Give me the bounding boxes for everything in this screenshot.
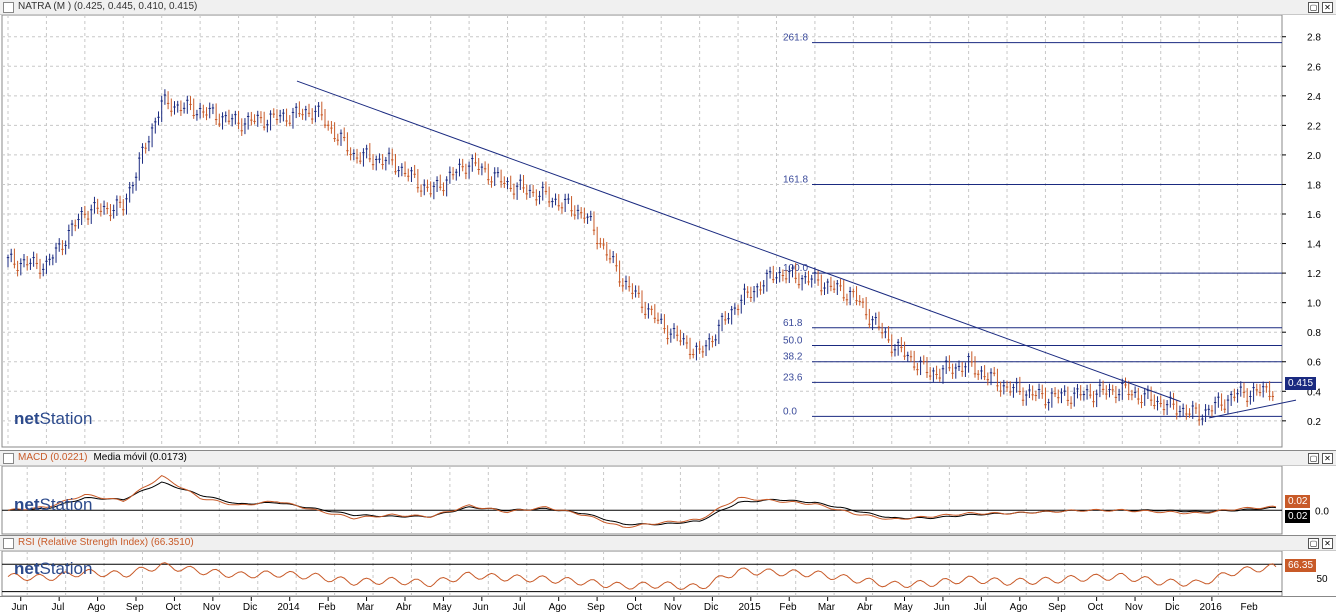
support-line — [1209, 399, 1297, 419]
y-tick-label: 2.6 — [1307, 62, 1321, 73]
rsi-pane-title: RSI (Relative Strength Index) (66.3510) — [18, 537, 194, 548]
restore-icon[interactable]: ▢ — [1308, 2, 1319, 13]
restore-icon[interactable]: ▢ — [1308, 453, 1319, 464]
logo-suffix: Station — [39, 409, 93, 428]
logo-prefix: net — [14, 409, 40, 428]
x-tick-label: Jun — [11, 602, 27, 613]
y-tick-label: 1.4 — [1307, 240, 1321, 251]
close-icon[interactable]: ✕ — [1322, 538, 1333, 549]
macd-pane-title: MACD (0.0221) Media móvil (0.0173) — [18, 452, 187, 463]
y-tick-label: 0.8 — [1307, 328, 1321, 339]
macd-value-badge: 0.02 — [1285, 495, 1311, 508]
fib-level-label: 161.8 — [783, 174, 808, 185]
fib-level-label: 261.8 — [783, 33, 808, 44]
time-axis-labels: Jun Jul Ago Sep Oct Nov Dic 2014 Feb Mar Abr May Jun… — [11, 597, 1258, 613]
x-tick-label: Nov — [664, 602, 682, 613]
y-tick-label: 0.6 — [1307, 358, 1321, 369]
price-pane-title: NATRA (M ) (0.425, 0.445, 0.410, 0.415) — [18, 1, 198, 12]
pane-icon[interactable] — [3, 2, 14, 13]
y-tick-label: 0.0 — [1315, 506, 1329, 517]
netstation-logo: netStation — [14, 409, 92, 429]
price-pane: NATRA (M ) (0.425, 0.445, 0.410, 0.415) … — [0, 0, 1336, 448]
fib-level-label: 50.0 — [783, 335, 803, 346]
x-tick-label: Mar — [818, 602, 836, 613]
x-tick-label: Nov — [203, 602, 221, 613]
price-pane-header: NATRA (M ) (0.425, 0.445, 0.410, 0.415) … — [0, 0, 1336, 15]
current-price-badge: 0.415 — [1285, 377, 1317, 390]
restore-icon[interactable]: ▢ — [1308, 538, 1319, 549]
x-tick-label: Oct — [627, 602, 643, 613]
x-tick-label: Feb — [779, 602, 797, 613]
x-tick-label: Abr — [857, 602, 873, 613]
x-tick-label: Ago — [549, 602, 567, 613]
y-tick-label: 2.4 — [1307, 92, 1321, 103]
x-tick-label: Jun — [473, 602, 489, 613]
x-tick-label: Sep — [1048, 602, 1066, 613]
netstation-logo: netStation — [14, 495, 92, 515]
macd-pane-header: MACD (0.0221) Media móvil (0.0173) ▢ ✕ — [0, 451, 1336, 466]
macd-title: MACD (0.0221) — [18, 452, 88, 463]
downtrend-line — [296, 80, 1181, 403]
rsi-value-badge: 66.35 — [1285, 559, 1317, 572]
x-tick-label: Jul — [513, 602, 526, 613]
x-tick-label: 2015 — [738, 602, 761, 613]
x-tick-label: Oct — [165, 602, 181, 613]
rsi-line — [7, 562, 1277, 591]
netstation-logo: netStation — [14, 559, 92, 579]
logo-suffix: Station — [39, 495, 93, 514]
price-chart[interactable]: 0.2 0.4 0.6 0.8 1.0 1.2 1.4 1.6 1.8 2.0 2.2 2.4 2.6 2… — [0, 15, 1336, 448]
x-tick-label: Mar — [357, 602, 375, 613]
macd-line — [7, 475, 1277, 529]
x-tick-label: Dic — [1165, 602, 1179, 613]
signal-value-badge: 0.02 — [1285, 510, 1311, 523]
y-tick-label: 2.0 — [1307, 151, 1321, 162]
y-tick-label: 2.8 — [1307, 33, 1321, 44]
y-tick-label: 1.8 — [1307, 180, 1321, 191]
x-tick-label: 2016 — [1200, 602, 1223, 613]
pane-icon[interactable] — [3, 538, 14, 549]
x-tick-label: Dic — [243, 602, 257, 613]
x-tick-label: Ago — [87, 602, 105, 613]
y-tick-label: 1.0 — [1307, 299, 1321, 310]
y-tick-label: 1.2 — [1307, 269, 1321, 280]
pane-icon[interactable] — [3, 453, 14, 464]
x-tick-label: Feb — [1240, 602, 1258, 613]
rsi-chart[interactable]: 50 — [0, 551, 1336, 597]
x-tick-label: Oct — [1088, 602, 1104, 613]
fib-level-label: 23.6 — [783, 372, 803, 383]
rsi-pane: RSI (Relative Strength Index) (66.3510) … — [0, 535, 1336, 597]
x-tick-label: Jul — [974, 602, 987, 613]
x-tick-label: Dic — [704, 602, 718, 613]
y-tick-label: 50 — [1316, 574, 1328, 585]
time-axis: Jun Jul Ago Sep Oct Nov Dic 2014 Feb Mar Abr May Jun… — [0, 596, 1336, 615]
logo-suffix: Station — [39, 559, 93, 578]
rsi-pane-header: RSI (Relative Strength Index) (66.3510) … — [0, 536, 1336, 551]
x-tick-label: Ago — [1010, 602, 1028, 613]
x-tick-label: Sep — [126, 602, 144, 613]
macd-signal-title: Media móvil (0.0173) — [93, 452, 187, 463]
fib-level-label: 0.0 — [783, 406, 797, 417]
logo-prefix: net — [14, 559, 40, 578]
fib-level-label: 61.8 — [783, 318, 803, 329]
y-tick-label: 0.2 — [1307, 417, 1321, 428]
x-tick-label: May — [433, 602, 452, 613]
y-tick-label: 0.4 — [1307, 387, 1321, 398]
x-tick-label: Nov — [1125, 602, 1143, 613]
x-tick-label: Jun — [934, 602, 950, 613]
x-tick-label: Abr — [396, 602, 412, 613]
logo-prefix: net — [14, 495, 40, 514]
y-tick-label: 1.6 — [1307, 210, 1321, 221]
x-tick-label: Jul — [52, 602, 65, 613]
x-tick-label: Sep — [587, 602, 605, 613]
y-tick-label: 2.2 — [1307, 121, 1321, 132]
plot-area — [1, 15, 1283, 448]
x-tick-label: May — [894, 602, 913, 613]
close-icon[interactable]: ✕ — [1322, 453, 1333, 464]
x-tick-label: 2014 — [277, 602, 300, 613]
macd-pane: MACD (0.0221) Media móvil (0.0173) ▢ ✕ 0.… — [0, 450, 1336, 535]
x-tick-label: Feb — [318, 602, 336, 613]
macd-chart[interactable]: 0.0 — [0, 466, 1336, 535]
close-icon[interactable]: ✕ — [1322, 2, 1333, 13]
fib-level-label: 38.2 — [783, 352, 803, 363]
